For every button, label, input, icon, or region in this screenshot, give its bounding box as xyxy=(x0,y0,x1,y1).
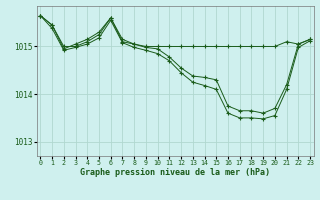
X-axis label: Graphe pression niveau de la mer (hPa): Graphe pression niveau de la mer (hPa) xyxy=(80,168,270,177)
